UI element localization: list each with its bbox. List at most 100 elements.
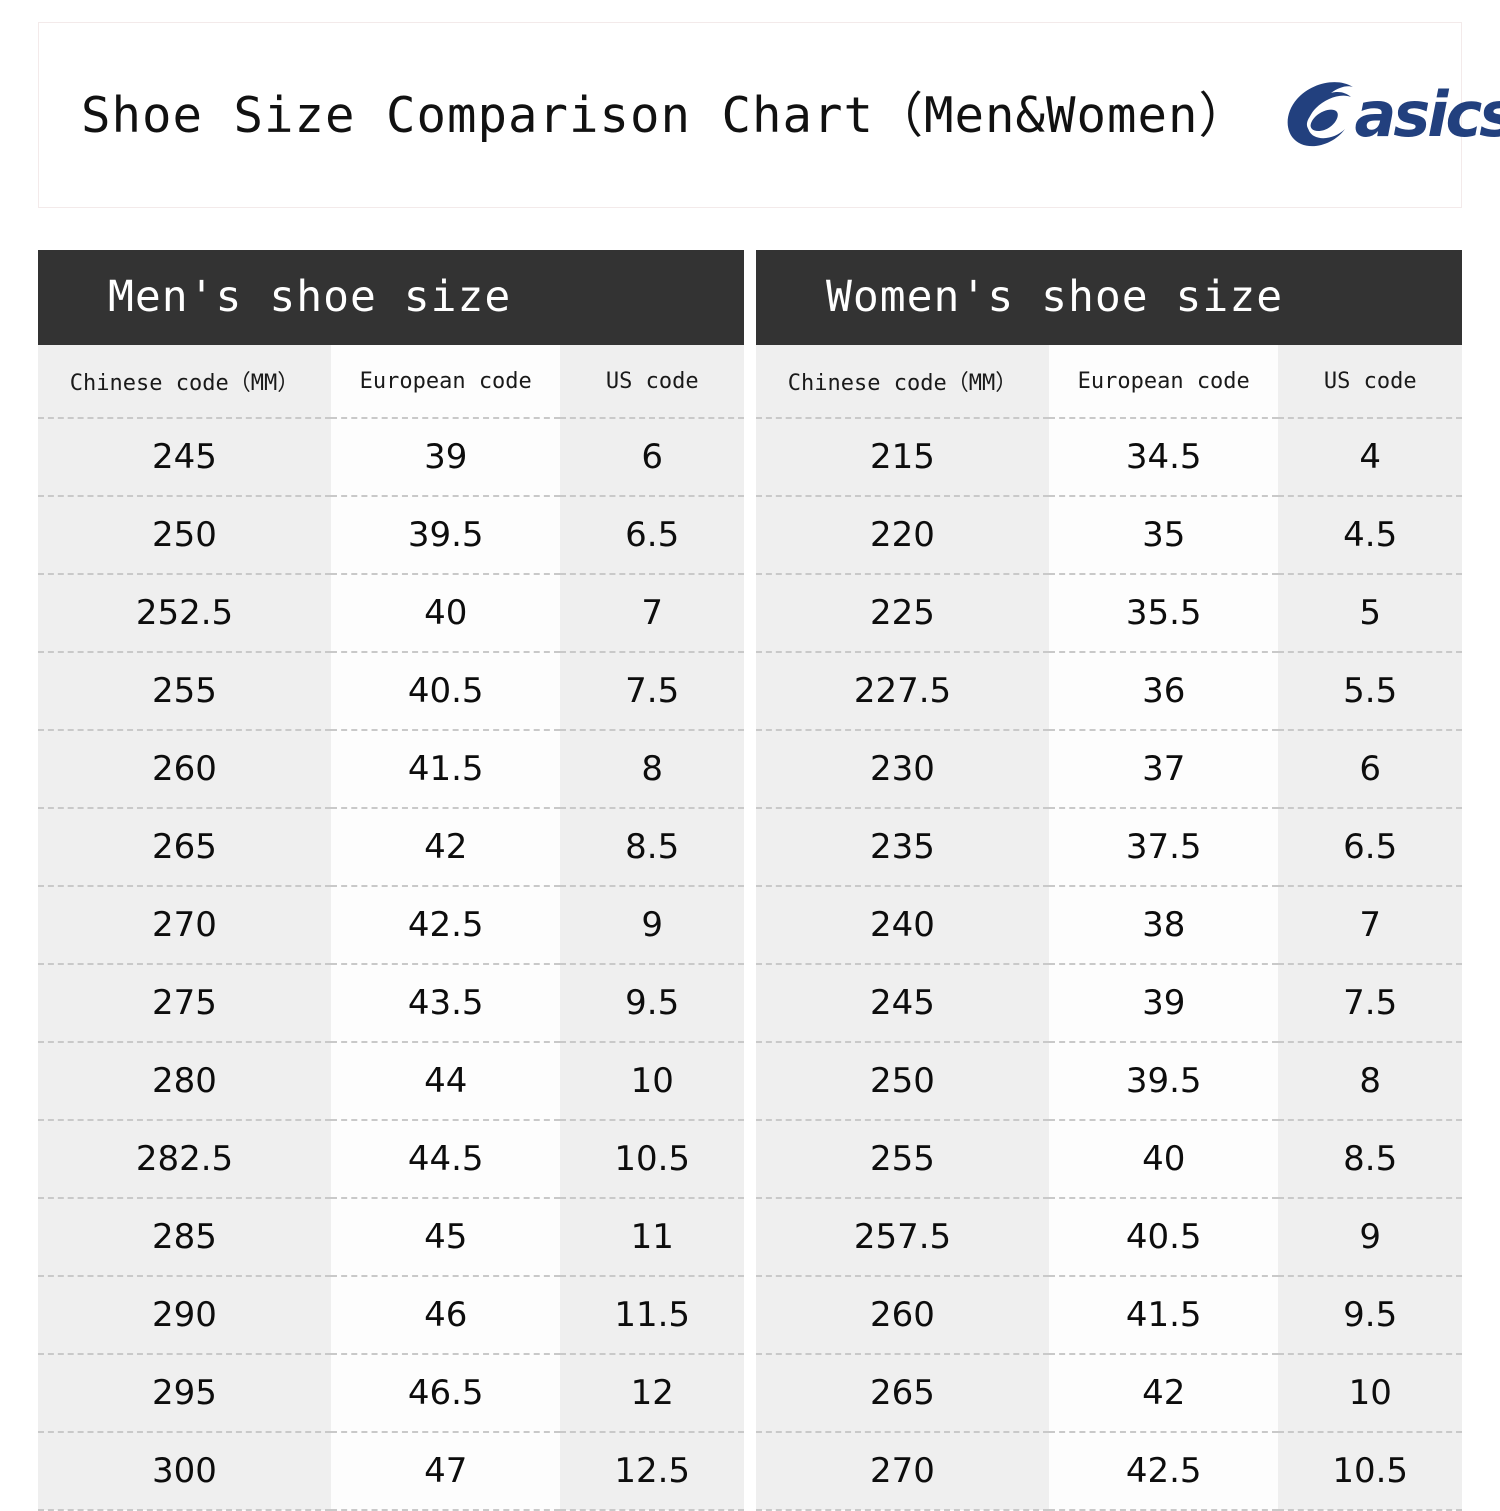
mens-cell: 275 bbox=[38, 964, 331, 1043]
mens-header-row: Chinese code（MM） European code US code bbox=[38, 345, 744, 419]
mens-cell: 39.5 bbox=[330, 496, 561, 575]
table-row: 245 39 7.5 bbox=[756, 964, 1462, 1043]
womens-col-header-european: European code bbox=[1048, 345, 1279, 419]
mens-cell: 45 bbox=[330, 1198, 561, 1277]
table-row: 240 38 7 bbox=[756, 886, 1462, 965]
tables-container: Men's shoe size Chinese code（MM） Europea… bbox=[38, 250, 1462, 1511]
womens-cell: 260 bbox=[756, 1276, 1049, 1355]
table-row: 265 42 8.5 bbox=[38, 808, 744, 887]
womens-section-title: Women's shoe size bbox=[826, 272, 1284, 322]
title-bar: Shoe Size Comparison Chart（Men&Women） as… bbox=[38, 22, 1500, 208]
mens-cell: 300 bbox=[38, 1432, 331, 1511]
mens-cell: 10.5 bbox=[560, 1120, 744, 1199]
womens-table-body: 215 34.5 4 220 35 4.5 225 35.5 5 227.5 36 5.5 230 37 6… bbox=[756, 418, 1462, 1511]
table-row: 215 34.5 4 bbox=[756, 418, 1462, 497]
mens-cell: 10 bbox=[560, 1042, 744, 1121]
womens-cell: 4 bbox=[1278, 418, 1462, 497]
table-row: 255 40.5 7.5 bbox=[38, 652, 744, 731]
womens-cell: 34.5 bbox=[1048, 418, 1279, 497]
mens-section-title: Men's shoe size bbox=[108, 272, 512, 322]
mens-cell: 11 bbox=[560, 1198, 744, 1277]
womens-cell: 235 bbox=[756, 808, 1049, 887]
table-row: 300 47 12.5 bbox=[38, 1432, 744, 1511]
womens-cell: 35.5 bbox=[1048, 574, 1279, 653]
womens-section-header: Women's shoe size bbox=[756, 250, 1462, 345]
mens-table-block: Men's shoe size Chinese code（MM） Europea… bbox=[38, 250, 744, 1511]
mens-cell: 46 bbox=[330, 1276, 561, 1355]
womens-table-block: Women's shoe size Chinese code（MM） Europ… bbox=[756, 250, 1462, 1511]
womens-cell: 40.5 bbox=[1048, 1198, 1279, 1277]
mens-cell: 44 bbox=[330, 1042, 561, 1121]
mens-cell: 11.5 bbox=[560, 1276, 744, 1355]
mens-cell: 42.5 bbox=[330, 886, 561, 965]
womens-cell: 41.5 bbox=[1048, 1276, 1279, 1355]
womens-cell: 37.5 bbox=[1048, 808, 1279, 887]
womens-cell: 215 bbox=[756, 418, 1049, 497]
table-row: 225 35.5 5 bbox=[756, 574, 1462, 653]
womens-cell: 6.5 bbox=[1278, 808, 1462, 887]
asics-spiral-icon bbox=[1287, 82, 1353, 147]
womens-cell: 10 bbox=[1278, 1354, 1462, 1433]
mens-cell: 285 bbox=[38, 1198, 331, 1277]
mens-cell: 270 bbox=[38, 886, 331, 965]
mens-size-table: Chinese code（MM） European code US code 2… bbox=[38, 345, 744, 1511]
mens-cell: 40.5 bbox=[330, 652, 561, 731]
womens-cell: 7.5 bbox=[1278, 964, 1462, 1043]
mens-section-header: Men's shoe size bbox=[38, 250, 744, 345]
womens-cell: 6 bbox=[1278, 730, 1462, 809]
womens-cell: 9 bbox=[1278, 1198, 1462, 1277]
womens-cell: 42 bbox=[1048, 1354, 1279, 1433]
mens-cell: 7 bbox=[560, 574, 744, 653]
mens-cell: 47 bbox=[330, 1432, 561, 1511]
table-row: 255 40 8.5 bbox=[756, 1120, 1462, 1199]
womens-cell: 220 bbox=[756, 496, 1049, 575]
table-row: 285 45 11 bbox=[38, 1198, 744, 1277]
table-row: 295 46.5 12 bbox=[38, 1354, 744, 1433]
mens-cell: 282.5 bbox=[38, 1120, 331, 1199]
womens-cell: 39 bbox=[1048, 964, 1279, 1043]
table-row: 275 43.5 9.5 bbox=[38, 964, 744, 1043]
table-row: 270 42.5 10.5 bbox=[756, 1432, 1462, 1511]
womens-cell: 8 bbox=[1278, 1042, 1462, 1121]
womens-cell: 36 bbox=[1048, 652, 1279, 731]
mens-col-header-european: European code bbox=[330, 345, 561, 419]
womens-cell: 5 bbox=[1278, 574, 1462, 653]
table-row: 250 39.5 6.5 bbox=[38, 496, 744, 575]
table-row: 282.5 44.5 10.5 bbox=[38, 1120, 744, 1199]
table-row: 230 37 6 bbox=[756, 730, 1462, 809]
womens-size-table: Chinese code（MM） European code US code 2… bbox=[756, 345, 1462, 1511]
mens-cell: 39 bbox=[330, 418, 561, 497]
mens-cell: 43.5 bbox=[330, 964, 561, 1043]
mens-cell: 41.5 bbox=[330, 730, 561, 809]
table-row: 270 42.5 9 bbox=[38, 886, 744, 965]
mens-cell: 40 bbox=[330, 574, 561, 653]
womens-cell: 227.5 bbox=[756, 652, 1049, 731]
table-row: 290 46 11.5 bbox=[38, 1276, 744, 1355]
womens-col-header-chinese: Chinese code（MM） bbox=[756, 345, 1049, 419]
womens-cell: 225 bbox=[756, 574, 1049, 653]
mens-cell: 245 bbox=[38, 418, 331, 497]
mens-cell: 8.5 bbox=[560, 808, 744, 887]
womens-cell: 4.5 bbox=[1278, 496, 1462, 575]
womens-cell: 230 bbox=[756, 730, 1049, 809]
womens-col-header-us: US code bbox=[1278, 345, 1462, 419]
mens-cell: 9 bbox=[560, 886, 744, 965]
womens-cell: 270 bbox=[756, 1432, 1049, 1511]
table-row: 280 44 10 bbox=[38, 1042, 744, 1121]
womens-cell: 40 bbox=[1048, 1120, 1279, 1199]
mens-cell: 6 bbox=[560, 418, 744, 497]
womens-cell: 265 bbox=[756, 1354, 1049, 1433]
mens-cell: 252.5 bbox=[38, 574, 331, 653]
table-row: 260 41.5 8 bbox=[38, 730, 744, 809]
womens-cell: 10.5 bbox=[1278, 1432, 1462, 1511]
womens-cell: 5.5 bbox=[1278, 652, 1462, 731]
table-row: 227.5 36 5.5 bbox=[756, 652, 1462, 731]
womens-cell: 8.5 bbox=[1278, 1120, 1462, 1199]
table-row: 260 41.5 9.5 bbox=[756, 1276, 1462, 1355]
table-row: 250 39.5 8 bbox=[756, 1042, 1462, 1121]
mens-table-body: 245 39 6 250 39.5 6.5 252.5 40 7 255 40.5 7.5 260 41.… bbox=[38, 418, 744, 1511]
mens-col-header-us: US code bbox=[560, 345, 744, 419]
mens-cell: 7.5 bbox=[560, 652, 744, 731]
mens-cell: 8 bbox=[560, 730, 744, 809]
